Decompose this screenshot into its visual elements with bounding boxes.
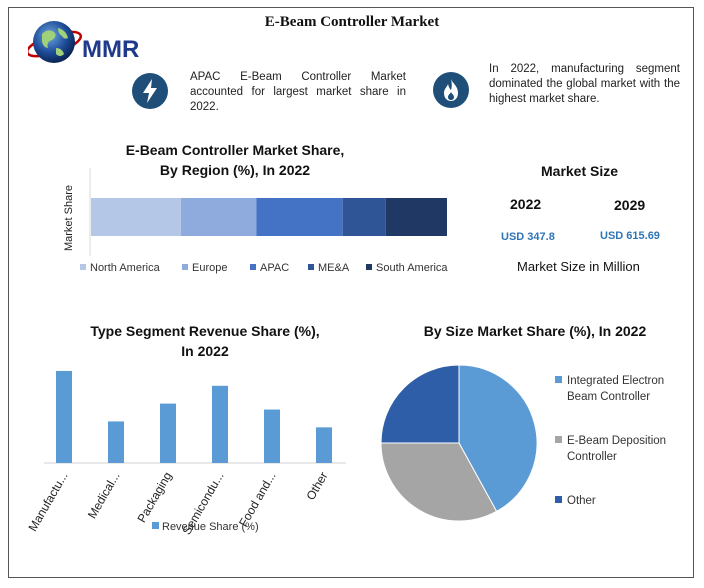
type-category-label: Packaging — [134, 470, 174, 526]
type-chart-title-line1: Type Segment Revenue Share (%), — [90, 323, 320, 339]
region-chart-title: E-Beam Controller Market Share, By Regio… — [90, 140, 380, 180]
market-size-year-2029: 2029 — [614, 197, 646, 213]
legend-label: Europe — [192, 262, 227, 274]
type-bar — [264, 409, 280, 463]
region-chart-ylabel: Market Share — [63, 185, 75, 251]
market-size-value-2029: USD 615.69 — [600, 230, 660, 242]
pie-slice — [380, 364, 460, 444]
legend-label: Controller — [567, 451, 617, 463]
type-category-label: Other — [303, 470, 330, 503]
pie-slice — [380, 442, 498, 522]
market-size-heading: Market Size — [541, 163, 619, 179]
region-bar-segment — [256, 198, 343, 236]
mmr-logo: MMR — [28, 21, 139, 63]
type-category-label: Medical... — [85, 470, 123, 521]
type-bar — [56, 370, 72, 463]
legend-label: Other — [567, 495, 596, 507]
infographic-frame — [8, 7, 694, 578]
type-bar — [212, 385, 228, 463]
region-chart-title-line1: E-Beam Controller Market Share, — [125, 142, 345, 158]
type-bar — [160, 403, 176, 463]
lightning-icon — [132, 73, 168, 109]
flame-icon — [433, 72, 469, 108]
size-chart-title: By Size Market Share (%), In 2022 — [423, 323, 647, 339]
size-share-pie-chart: Integrated Electron Beam Controller E-Beam… — [380, 364, 666, 522]
legend-swatch — [80, 264, 86, 270]
info-apac-text: APAC E-Beam Controller Market accounted … — [190, 71, 406, 113]
type-category-label: Manufactu... — [25, 470, 70, 534]
pie-slice — [458, 364, 538, 513]
legend-label: ME&A — [318, 262, 350, 274]
legend-label: APAC — [260, 262, 289, 274]
legend-label: Beam Controller — [567, 391, 650, 403]
market-size-note: Market Size in Million — [517, 259, 640, 274]
type-segment-chart: Manufactu... Medical... Packaging Semicondu… — [25, 370, 346, 537]
market-size-value-2022: USD 347.8 — [501, 231, 555, 243]
region-share-chart: Market Share North America Europe APAC ME&A S… — [63, 168, 448, 274]
region-bar-segment — [180, 198, 257, 236]
page-title: E-Beam Controller Market — [264, 14, 440, 30]
type-bar — [108, 421, 124, 463]
legend-swatch — [555, 436, 562, 443]
legend-swatch — [152, 522, 159, 529]
logo-text: MMR — [82, 36, 139, 63]
info-manufacturing-text: In 2022, manufacturing segment dominated… — [489, 63, 680, 105]
legend-label: South America — [376, 262, 448, 274]
type-bar — [316, 427, 332, 463]
region-bar-segment — [342, 198, 386, 236]
legend-swatch — [555, 376, 562, 383]
type-chart-title: Type Segment Revenue Share (%), In 2022 — [60, 321, 350, 361]
legend-label: Revenue Share (%) — [162, 521, 259, 533]
region-bar-segment — [385, 198, 447, 236]
type-chart-title-line2: In 2022 — [181, 343, 229, 359]
region-chart-title-line2: By Region (%), In 2022 — [159, 162, 311, 178]
legend-swatch — [308, 264, 314, 270]
legend-swatch — [250, 264, 256, 270]
legend-label: Integrated Electron — [567, 375, 664, 387]
market-size-year-2022: 2022 — [510, 196, 542, 212]
legend-swatch — [366, 264, 372, 270]
legend-label: North America — [90, 262, 161, 274]
region-bar-segment — [91, 198, 181, 236]
legend-swatch — [555, 496, 562, 503]
legend-swatch — [182, 264, 188, 270]
legend-label: E-Beam Deposition — [567, 435, 666, 447]
